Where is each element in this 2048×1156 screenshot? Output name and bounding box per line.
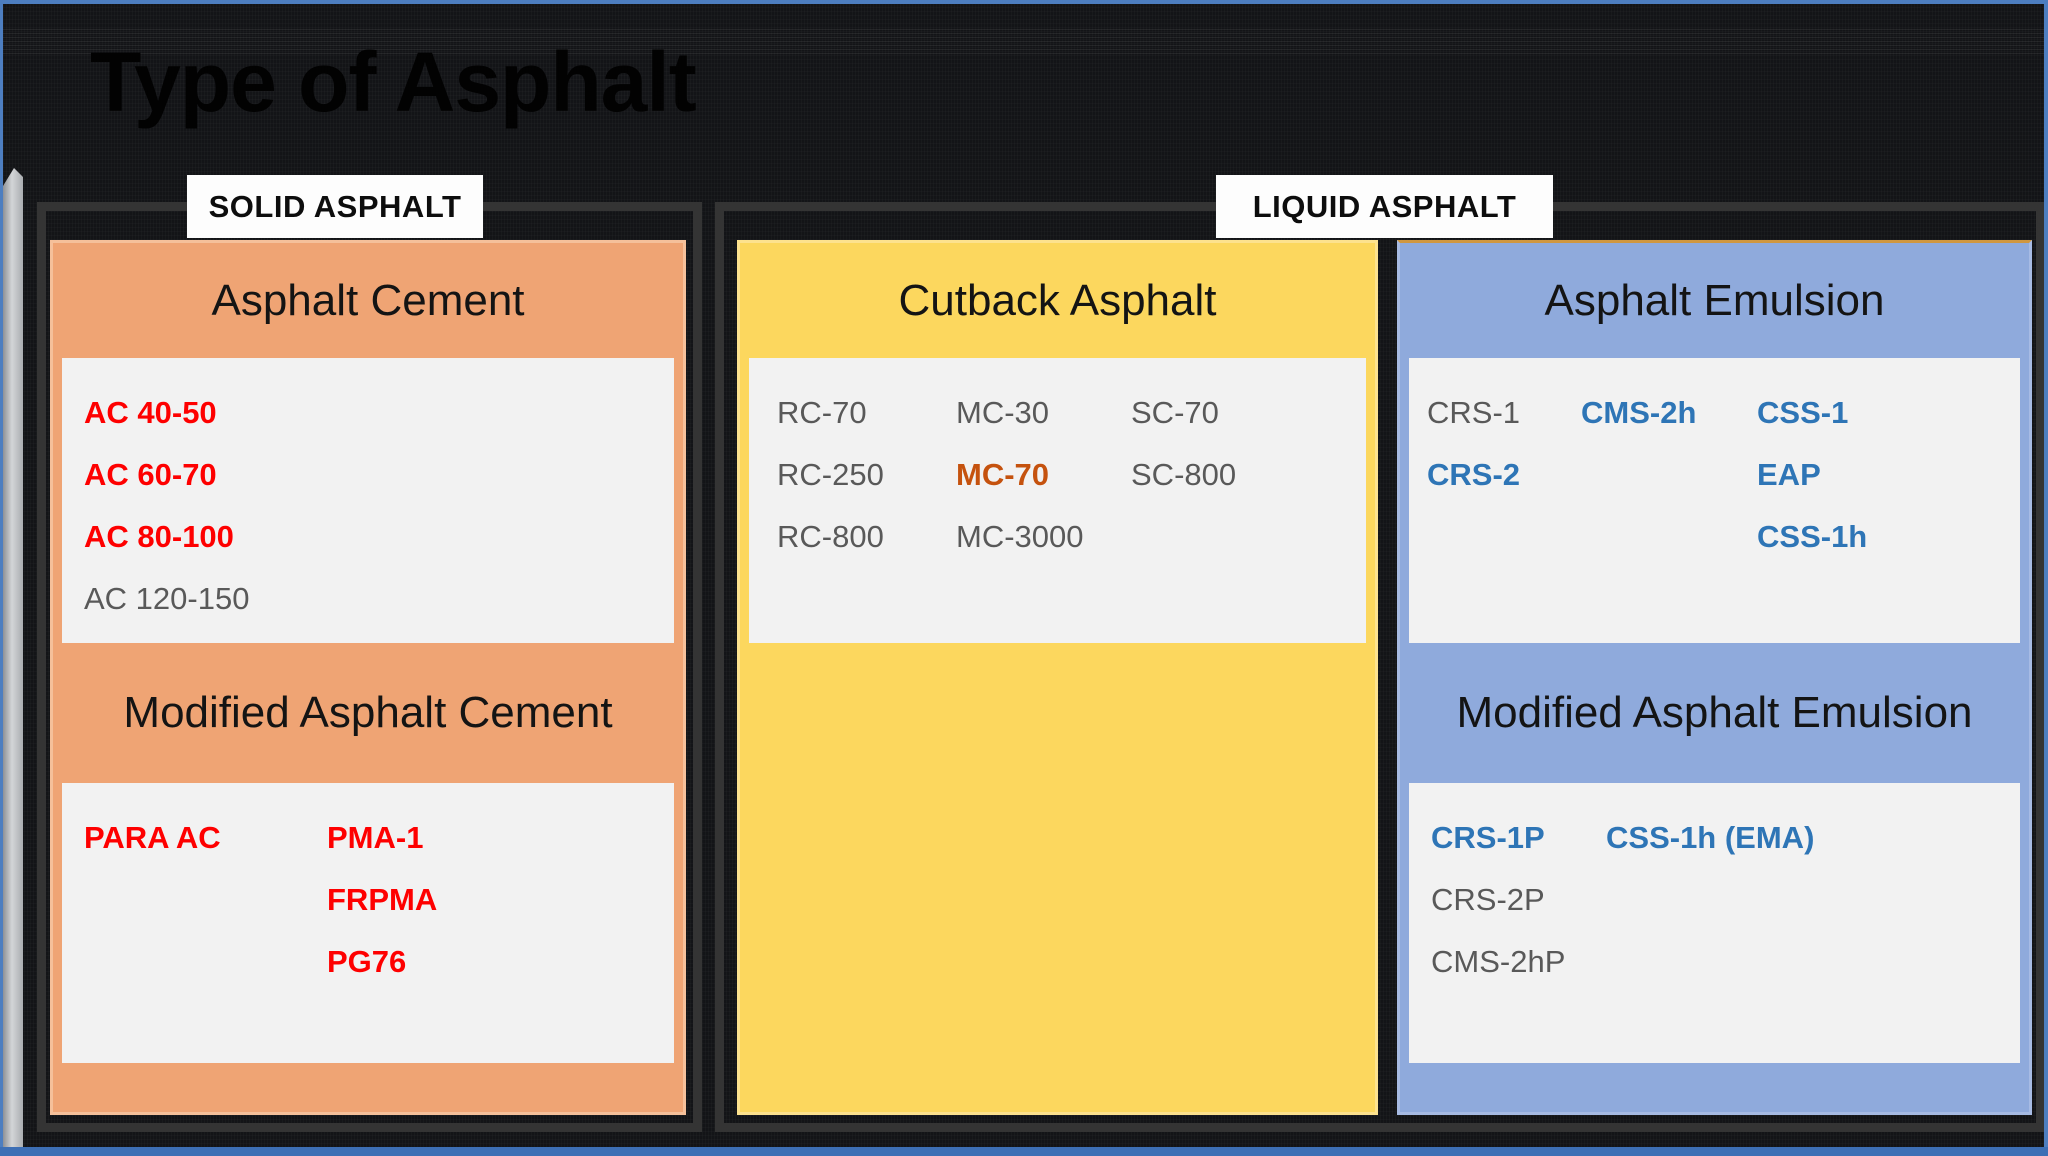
- list-item: CRS-1P: [1431, 820, 1545, 855]
- list-item: CMS-2hP: [1431, 944, 1566, 979]
- background-stripe-texture: [0, 28, 2048, 54]
- asphalt-emulsion-panel: Asphalt Emulsion CRS-1 CRS-2 CMS-2h CSS-…: [1397, 240, 2032, 1115]
- frame-border-bottom: [0, 1147, 2048, 1156]
- solid-asphalt-label: SOLID ASPHALT: [187, 175, 483, 238]
- cutback-column-mc: MC-30 MC-70 MC-3000: [956, 382, 1084, 568]
- modified-asphalt-emulsion-list: CRS-1P CRS-2P CMS-2hP CSS-1h (EMA): [1409, 783, 2020, 1063]
- slide-title: Type of Asphalt: [90, 35, 697, 129]
- emulsion-column-3: CSS-1 EAP CSS-1h: [1757, 382, 1867, 568]
- liquid-asphalt-label: LIQUID ASPHALT: [1216, 175, 1553, 238]
- modified-emulsion-column-1: CRS-1P CRS-2P CMS-2hP: [1431, 807, 1565, 993]
- modified-cement-column-2: PMA-1 FRPMA PG76: [327, 807, 437, 993]
- list-item: CMS-2h: [1581, 395, 1697, 430]
- asphalt-cement-list: AC 40-50 AC 60-70 AC 80-100 AC 120-150: [62, 358, 674, 643]
- cutback-column-rc: RC-70 RC-250 RC-800: [777, 382, 884, 568]
- list-item: FRPMA: [327, 882, 438, 917]
- list-item: CRS-1: [1427, 395, 1521, 430]
- asphalt-cement-heading: Asphalt Cement: [211, 275, 525, 325]
- asphalt-emulsion-list: CRS-1 CRS-2 CMS-2h CSS-1 EAP CSS-1h: [1409, 358, 2020, 643]
- list-item: CSS-1h: [1757, 519, 1868, 554]
- list-item: AC 60-70: [84, 457, 217, 492]
- list-item: MC-30: [956, 395, 1050, 430]
- emulsion-column-2: CMS-2h: [1581, 382, 1696, 444]
- list-item: RC-800: [777, 519, 884, 554]
- frame-border-right: [2044, 0, 2048, 1156]
- list-item: RC-250: [777, 457, 884, 492]
- frame-border-top: [0, 0, 2048, 4]
- asphalt-cement-panel: Asphalt Cement AC 40-50 AC 60-70 AC 80-1…: [50, 240, 686, 1115]
- modified-emulsion-column-2: CSS-1h (EMA): [1606, 807, 1814, 869]
- list-item: PARA AC: [84, 820, 221, 855]
- list-item: AC 120-150: [84, 581, 250, 616]
- list-item: CRS-2P: [1431, 882, 1545, 917]
- list-item: MC-3000: [956, 519, 1084, 554]
- modified-asphalt-emulsion-heading: Modified Asphalt Emulsion: [1456, 688, 1973, 737]
- asphalt-emulsion-heading: Asphalt Emulsion: [1544, 275, 1885, 325]
- list-item: AC 40-50: [84, 395, 217, 430]
- asphalt-cement-column: AC 40-50 AC 60-70 AC 80-100 AC 120-150: [84, 382, 249, 630]
- modified-asphalt-cement-heading: Modified Asphalt Cement: [123, 688, 613, 737]
- list-item: CSS-1: [1757, 395, 1849, 430]
- list-item: EAP: [1757, 457, 1821, 492]
- list-item: SC-70: [1131, 395, 1219, 430]
- list-item: PMA-1: [327, 820, 424, 855]
- list-item: CSS-1h (EMA): [1606, 820, 1815, 855]
- list-item: MC-70: [956, 457, 1050, 492]
- list-item: RC-70: [777, 395, 867, 430]
- modified-cement-column-1: PARA AC: [84, 807, 221, 869]
- list-item: CRS-2: [1427, 457, 1521, 492]
- list-item: PG76: [327, 944, 407, 979]
- left-page-edge-strip: [3, 168, 23, 1150]
- list-item: SC-800: [1131, 457, 1237, 492]
- frame-border-left: [0, 0, 3, 1156]
- cutback-asphalt-panel: Cutback Asphalt RC-70 RC-250 RC-800 MC-3…: [737, 240, 1378, 1115]
- list-item: AC 80-100: [84, 519, 234, 554]
- modified-asphalt-cement-list: PARA AC PMA-1 FRPMA PG76: [62, 783, 674, 1063]
- cutback-asphalt-list: RC-70 RC-250 RC-800 MC-30 MC-70 MC-3000 …: [749, 358, 1366, 643]
- cutback-asphalt-heading: Cutback Asphalt: [898, 275, 1217, 325]
- cutback-column-sc: SC-70 SC-800: [1131, 382, 1236, 506]
- emulsion-column-1: CRS-1 CRS-2: [1427, 382, 1520, 506]
